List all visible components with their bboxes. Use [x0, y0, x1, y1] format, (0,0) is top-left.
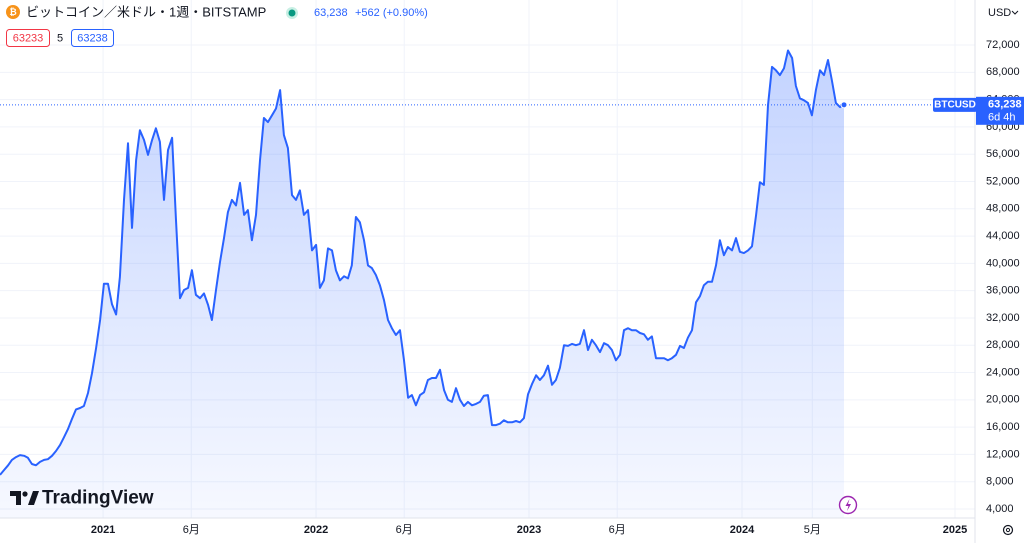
x-tick-label: 2022	[304, 524, 328, 536]
y-tick-label: 56,000	[986, 148, 1020, 160]
ask[interactable]: 63238	[77, 32, 108, 44]
quote-change: +562 (+0.90%)	[355, 7, 428, 19]
ask-box[interactable]	[71, 29, 114, 47]
bid-box[interactable]	[6, 29, 50, 47]
price-line	[0, 49, 845, 476]
bid[interactable]: 63233	[13, 32, 44, 44]
x-tick-label: 6月	[609, 524, 626, 536]
x-tick-label: 6月	[183, 524, 200, 536]
y-tick-label: 28,000	[986, 339, 1020, 351]
y-tick-label: 4,000	[986, 503, 1014, 515]
y-tick-label: 68,000	[986, 66, 1020, 78]
y-tick-label: 72,000	[986, 39, 1020, 51]
market-status-dot	[288, 9, 296, 17]
symbol-label: BTCUSD	[934, 99, 976, 110]
coin-icon	[6, 5, 20, 19]
countdown: 6d 4h	[988, 112, 1016, 124]
currency[interactable]: USD	[988, 7, 1011, 19]
y-tick-label: 52,000	[986, 175, 1020, 187]
symbol-title[interactable]: ビットコイン／米ドル・1週・BITSTAMP	[26, 4, 266, 19]
events-bolt[interactable]	[845, 499, 852, 511]
currency-chevron[interactable]	[1011, 10, 1019, 15]
y-tick-label: 40,000	[986, 257, 1020, 269]
plot	[0, 49, 848, 518]
coin-symbol: ₿	[9, 7, 16, 17]
y-tick-label: 24,000	[986, 366, 1020, 378]
symbol-badge	[933, 97, 977, 112]
axes: 4,000 8,000 12,000 16,000 20,000 24,000 28,000…	[91, 39, 1020, 536]
y-tick-label: 32,000	[986, 312, 1020, 324]
quote-price: 63,238	[314, 7, 348, 19]
y-tick-label: 36,000	[986, 285, 1020, 297]
x-tick-label: 2023	[517, 524, 541, 536]
y-tick-label: 8,000	[986, 476, 1014, 488]
settings-icon[interactable]	[1002, 524, 1014, 536]
x-tick-label: 2024	[730, 524, 755, 536]
price-badge	[976, 96, 1024, 125]
last-point	[840, 101, 848, 109]
y-tick-label: 48,000	[986, 203, 1020, 215]
x-tick-label: 2025	[943, 524, 967, 536]
x-tick-label: 5月	[804, 524, 821, 536]
brand-name: TradingView	[42, 488, 154, 509]
x-tick-label: 6月	[396, 524, 413, 536]
area-fill	[0, 50, 844, 518]
y-tick-label: 16,000	[986, 421, 1020, 433]
spread: 5	[57, 32, 63, 44]
brand-logo	[10, 491, 39, 505]
price-badge-label: 63,238	[988, 99, 1022, 111]
y-tick-label: 12,000	[986, 448, 1020, 460]
x-tick-label: 2021	[91, 524, 115, 536]
y-tick-label: 20,000	[986, 394, 1020, 406]
y-tick-label: 44,000	[986, 230, 1020, 242]
